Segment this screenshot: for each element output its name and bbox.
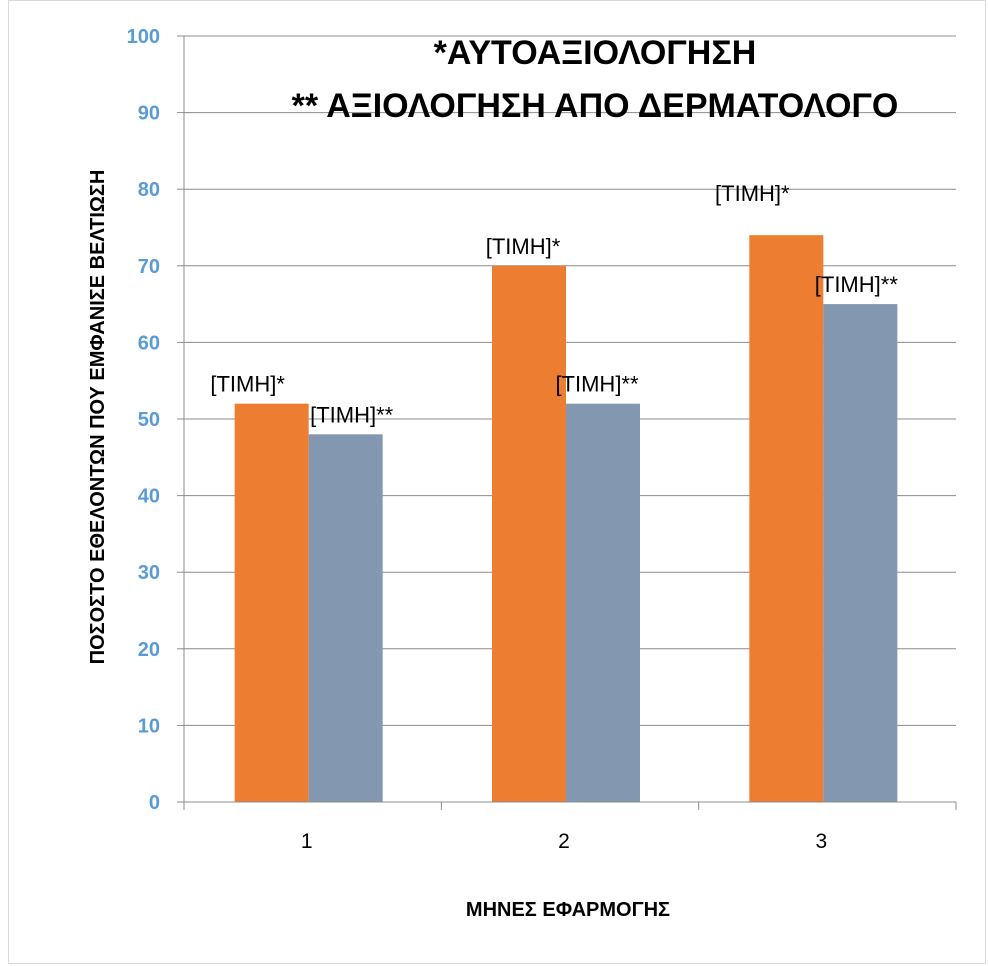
y-tick-label: 30 (138, 562, 160, 584)
y-axis-label: ΠΟΣΟΣΤΟ ΕΘΕΛΟΝΤΩΝ ΠΟΥ ΕΜΦΑΝΙΣΕ ΒΕΛΤΙΩΣΗ (87, 170, 109, 665)
data-labels: [ΤΙΜΗ]* [ΤΙΜΗ]** [ΤΙΜΗ]* [ΤΙΜΗ]** [ΤΙΜΗ]* [ΤΙ… (210, 181, 898, 427)
data-label: [ΤΙΜΗ]* (210, 372, 285, 397)
axes (177, 35, 957, 810)
chart-title-line-2: ** ΑΞΙΟΛΟΓΗΣΗ ΑΠΟ ΔΕΡΜΑΤΟΛΟΓΟ (292, 87, 899, 125)
bar (234, 403, 309, 802)
x-tick-label: 1 (301, 830, 313, 853)
x-tick-label: 3 (815, 830, 827, 853)
chart-title-line-1: *ΑΥΤΟΑΞΙΟΛΟΓΗΣΗ (434, 34, 757, 72)
data-label: [ΤΙΜΗ]** (555, 372, 639, 397)
y-tick-label: 70 (138, 256, 160, 278)
y-tick-label: 40 (138, 486, 160, 508)
y-tick-label: 80 (138, 179, 160, 201)
bar (823, 304, 898, 802)
bar (749, 235, 824, 802)
y-tick-label: 90 (138, 103, 160, 125)
data-label: [ΤΙΜΗ]* (486, 234, 561, 259)
bars (234, 235, 898, 802)
y-tick-labels: 0 10 20 30 40 50 60 70 80 90 100 (127, 26, 160, 814)
bar (308, 434, 383, 802)
bar (566, 403, 640, 802)
y-tick-label: 100 (127, 26, 160, 48)
y-tick-label: 50 (138, 409, 160, 431)
bar (492, 265, 566, 802)
x-axis-label: ΜΗΝΕΣ ΕΦΑΡΜΟΓΗΣ (466, 899, 670, 921)
data-label: [ΤΙΜΗ]** (815, 272, 899, 297)
data-label: [ΤΙΜΗ]** (310, 402, 394, 427)
x-tick-label: 2 (558, 830, 570, 853)
x-tick-labels: 1 2 3 (301, 830, 827, 853)
y-tick-label: 10 (138, 715, 160, 737)
y-tick-label: 0 (149, 792, 160, 814)
y-tick-label: 20 (138, 639, 160, 661)
data-label: [ΤΙΜΗ]* (715, 181, 790, 206)
y-tick-label: 60 (138, 332, 160, 354)
